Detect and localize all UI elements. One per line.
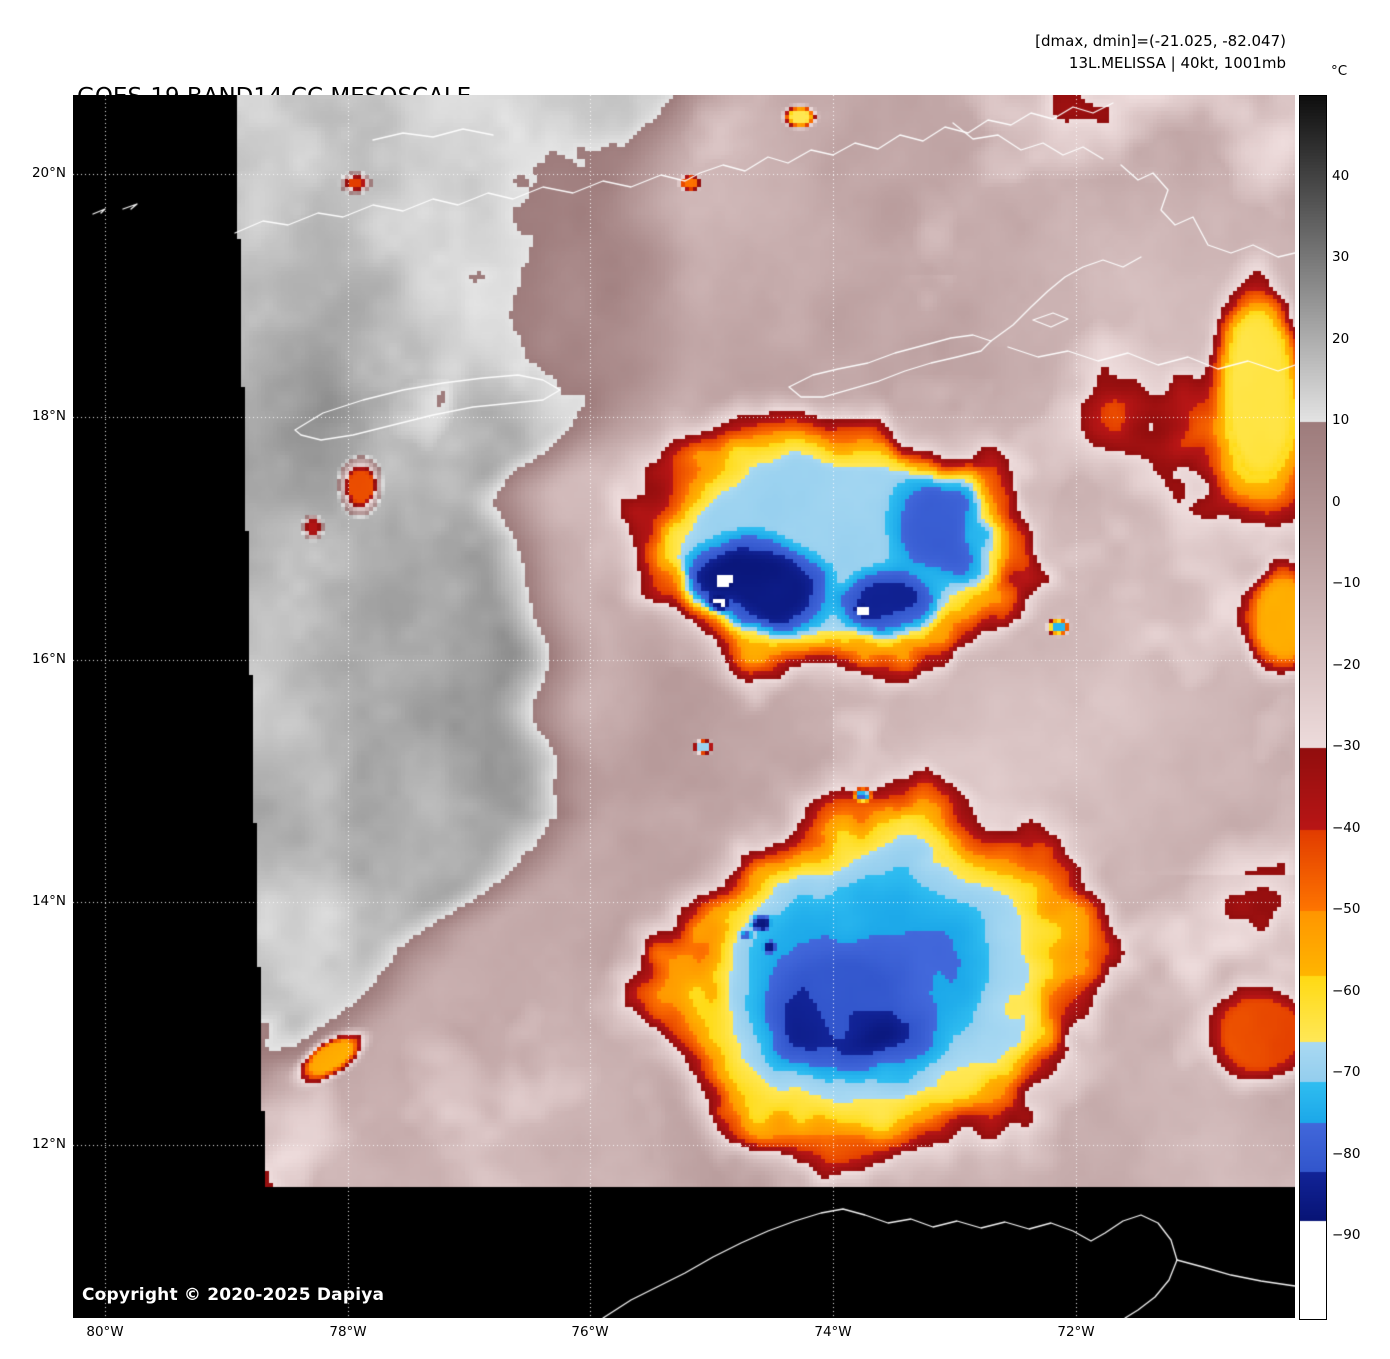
colorbar-tick-label: 20 — [1332, 330, 1350, 347]
colorbar-tick-label: −60 — [1332, 982, 1361, 999]
colorbar-tick-label: −20 — [1332, 656, 1361, 673]
colorbar-tick-label: −90 — [1332, 1227, 1361, 1244]
colorbar-tick-label: −40 — [1332, 819, 1361, 836]
colorbar-tick-label: 0 — [1332, 493, 1341, 510]
storm-info-readout: 13L.MELISSA | 40kt, 1001mb — [1068, 54, 1286, 72]
colorbar-tick-label: 10 — [1332, 412, 1350, 429]
colorbar-tick-label: 30 — [1332, 249, 1350, 266]
colorbar-gradient-canvas — [1300, 96, 1326, 1319]
colorbar-tick-label: −50 — [1332, 901, 1361, 918]
lat-tick-label: 20°N — [31, 165, 66, 181]
dmax-dmin-readout: [dmax, dmin]=(-21.025, -82.047) — [1035, 32, 1286, 50]
colorbar — [1299, 95, 1327, 1320]
lat-tick-label: 18°N — [31, 408, 66, 424]
header-info-block: [dmax, dmin]=(-21.025, -82.047) 13L.MELI… — [1035, 30, 1286, 74]
colorbar-tick-label: 40 — [1332, 167, 1350, 184]
longitude-axis-labels: 80°W 78°W 76°W 74°W 72°W — [0, 1324, 1390, 1344]
colorbar-tick-label: −30 — [1332, 738, 1361, 755]
colorbar-tick-label: −80 — [1332, 1145, 1361, 1162]
colorbar-tick-label: −10 — [1332, 575, 1361, 592]
lat-tick-label: 12°N — [31, 1136, 66, 1152]
lon-tick-label: 76°W — [571, 1324, 609, 1340]
lon-tick-label: 78°W — [329, 1324, 367, 1340]
lon-tick-label: 74°W — [814, 1324, 852, 1340]
colorbar-tick-label: −70 — [1332, 1064, 1361, 1081]
lat-tick-label: 16°N — [31, 651, 66, 667]
lon-tick-label: 80°W — [86, 1324, 124, 1340]
colorbar-unit-label: °C — [1331, 63, 1348, 79]
map-plot-area: Copyright © 2020-2025 Dapiya — [73, 95, 1295, 1318]
satellite-imagery-canvas — [73, 95, 1295, 1318]
lon-tick-label: 72°W — [1057, 1324, 1095, 1340]
copyright-label: Copyright © 2020-2025 Dapiya — [82, 1285, 385, 1305]
lat-tick-label: 14°N — [31, 893, 66, 909]
latitude-axis-labels: 20°N 18°N 16°N 14°N 12°N — [0, 0, 66, 1359]
